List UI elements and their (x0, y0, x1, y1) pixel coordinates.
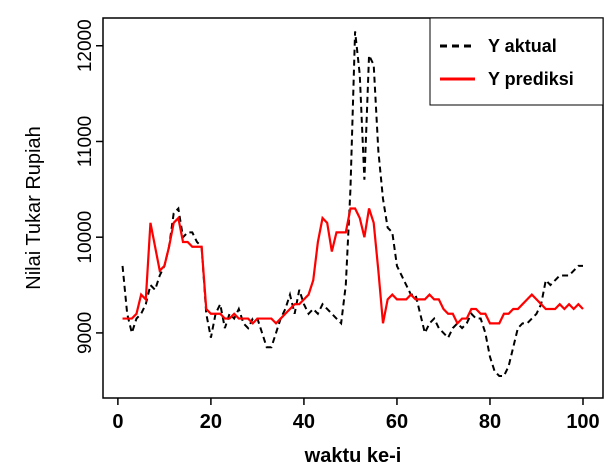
legend-label: Y aktual (488, 36, 557, 56)
x-tick-label: 40 (293, 411, 315, 433)
legend-label: Y prediksi (488, 69, 574, 89)
x-tick-label: 80 (479, 411, 501, 433)
legend-box (429, 17, 604, 106)
x-tick-label: 60 (386, 411, 408, 433)
y-tick-label: 12000 (75, 19, 96, 72)
plot-frame (102, 17, 604, 399)
series-line (121, 31, 583, 377)
x-tick-label: 0 (112, 411, 123, 433)
y-tick-label: 10000 (75, 211, 96, 264)
series-line (122, 207, 584, 326)
x-axis-label: waktu ke-i (304, 445, 402, 467)
x-tick-label: 20 (200, 411, 222, 433)
x-tick-label: 100 (566, 411, 599, 433)
y-tick-label: 11000 (75, 116, 96, 167)
y-tick-label: 9000 (75, 312, 96, 354)
y-axis-label: Nilai Tukar Rupiah (23, 126, 45, 289)
